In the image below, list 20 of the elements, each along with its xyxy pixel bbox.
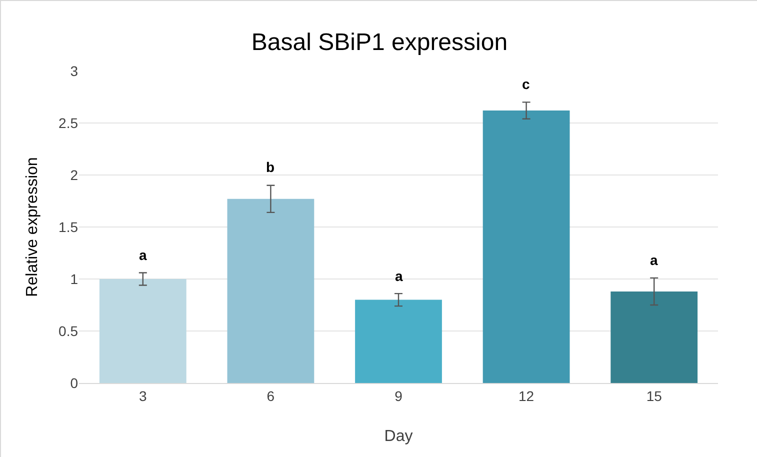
y-tick-label: 2 xyxy=(70,166,78,183)
chart-title: Basal SBiP1 expression xyxy=(251,28,508,56)
annotation: c xyxy=(522,76,530,92)
x-tick-label: 12 xyxy=(518,388,534,404)
x-tick-label: 15 xyxy=(646,388,662,404)
annotation: a xyxy=(139,247,147,263)
x-tick-label: 6 xyxy=(266,388,275,404)
annotation: b xyxy=(266,159,275,175)
x-tick-label: 9 xyxy=(394,388,403,404)
y-tick-label: 0 xyxy=(70,374,78,391)
x-axis-title: Day xyxy=(384,428,413,445)
annotation: a xyxy=(395,268,403,284)
y-axis-title: Relative expression xyxy=(24,157,41,297)
y-tick-label: 2.5 xyxy=(58,114,78,131)
y-tick-label: 1 xyxy=(70,270,78,287)
x-tick-label: 3 xyxy=(139,388,147,404)
y-tick-label: 1.5 xyxy=(58,218,78,235)
y-tick-label: 3 xyxy=(70,62,78,79)
annotation: a xyxy=(650,252,658,268)
y-tick-label: 0.5 xyxy=(58,322,78,339)
